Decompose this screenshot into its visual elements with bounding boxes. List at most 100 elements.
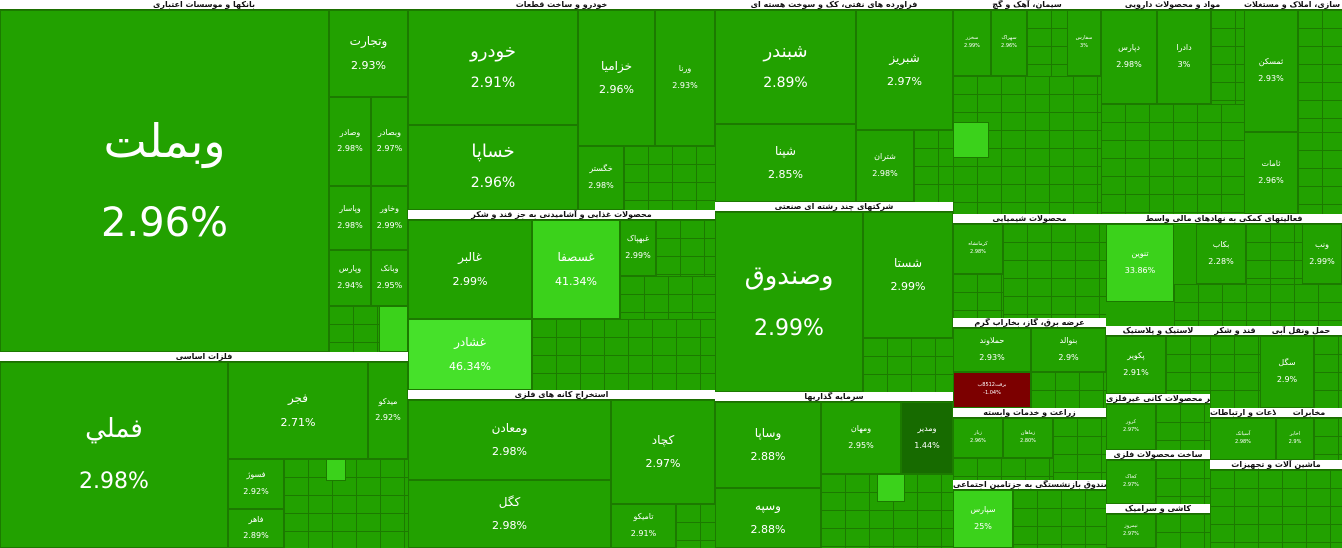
tile-vparsian[interactable]: وپارس 2.94% <box>329 250 371 306</box>
tile-ghalbor[interactable]: غالبر 2.99% <box>408 220 532 319</box>
tile-kermanshah[interactable]: کرمانشاه 2.98% <box>953 224 1003 274</box>
tile-tnovin[interactable]: تنوین 33.86% <box>1106 224 1174 302</box>
tile-small-metals-highlight[interactable] <box>326 459 346 481</box>
tile-sefars[interactable]: سفارس 3% <box>1067 10 1101 76</box>
tile-pakur[interactable]: پکویر 2.91% <box>1106 336 1166 394</box>
tile-name: ومهان <box>850 424 872 434</box>
tile-name: فملي <box>85 414 143 445</box>
sector-pharma: مواد و محصولات دارویی دپارس 2.98% دادرا … <box>1101 0 1244 214</box>
tile-bamvad[interactable]: بنوالد 2.9% <box>1031 328 1106 372</box>
tile-change: 2.80% <box>1020 438 1036 445</box>
sector-agri: زراعت و خدمات وابسته زبار 2.96% زماهان 2… <box>953 408 1106 480</box>
tile-spars[interactable]: سپارس 25% <box>953 490 1013 548</box>
tile-name: دپارس <box>1118 43 1140 53</box>
tile-khsapa[interactable]: خساپا 2.96% <box>408 125 578 210</box>
tile-name: سپارس <box>970 505 996 515</box>
tile-kerevr[interactable]: کرور 2.97% <box>1106 404 1156 450</box>
small-tiles-mass-2 <box>1298 132 1342 214</box>
tile-change: 2.28% <box>1208 256 1234 266</box>
tile-vsina[interactable]: وبصادر 2.97% <box>371 97 408 186</box>
tile-tamat[interactable]: ثامات 2.96% <box>1244 132 1298 214</box>
sector-title-finance: فعالیتهای کمکی به نهادهای مالی واسط <box>1106 214 1342 224</box>
tile-name: اخابر <box>1289 431 1301 438</box>
tile-hamlagh[interactable]: حملاوند 2.93% <box>953 328 1031 372</box>
tile-sharak[interactable]: سهراک 2.96% <box>991 10 1027 76</box>
tile-shetran[interactable]: شتران 2.98% <box>856 130 914 202</box>
tile-vtejarat[interactable]: وتجارت 2.93% <box>329 10 408 97</box>
tile-small-cement-highlight[interactable] <box>953 122 989 158</box>
tile-shpna[interactable]: شپنا 2.85% <box>715 124 856 202</box>
tile-tamiko[interactable]: تامیکو 2.91% <box>611 504 676 548</box>
tile-name: خساپا <box>471 141 515 163</box>
tile-vbank2[interactable]: وبانک 2.95% <box>371 250 408 306</box>
tile-name: غالبر <box>458 250 482 265</box>
tile-vmadan[interactable]: ومعادن 2.98% <box>408 400 611 480</box>
tile-kegol[interactable]: کگل 2.98% <box>408 480 611 548</box>
tile-tmaskan[interactable]: ثمسکن 2.93% <box>1244 10 1298 132</box>
tile-kekhaak[interactable]: کخاک 2.97% <box>1106 460 1156 504</box>
tile-zmahan[interactable]: زماهان 2.80% <box>1003 418 1053 458</box>
tile-small-invest-highlight[interactable] <box>877 474 905 502</box>
tile-vrena[interactable]: ورنا 2.93% <box>655 10 715 146</box>
tile-fkhaver[interactable]: فاهر 2.89% <box>228 509 284 548</box>
tile-name: وخاور <box>380 204 399 214</box>
tile-sagol[interactable]: سگل 2.9% <box>1260 336 1314 408</box>
tile-change: 25% <box>974 521 992 531</box>
tile-vsaderat[interactable]: وصادر 2.98% <box>329 97 371 186</box>
tile-nimrooz[interactable]: نیمروز 2.97% <box>1106 514 1156 548</box>
tile-akhabar[interactable]: اخابر 2.9% <box>1276 418 1314 460</box>
sector-title-ship: حمل ونقل آبی <box>1260 326 1342 336</box>
tile-vpasar[interactable]: وپاسار 2.98% <box>329 186 371 250</box>
sector-utility: عرضه برق، گاز، بخاراب گرم حملاوند 2.93% … <box>953 318 1106 408</box>
small-tiles-food <box>656 220 715 276</box>
tile-bakabt[interactable]: بکاب 2.28% <box>1196 224 1246 284</box>
tile-vmadir[interactable]: ومدیر 1.44% <box>901 402 953 474</box>
tile-name: وپاسار <box>339 204 361 214</box>
tile-name: دادرا <box>1176 43 1192 53</box>
sector-nonmetal: سایر محصولات کانی غیرفلزی کرور 2.97% <box>1106 394 1210 450</box>
tile-name: خودرو <box>470 41 516 63</box>
tile-barkat[interactable]: برقت8512ب -1.04% <box>953 372 1031 408</box>
tile-sekhzar[interactable]: سخزر 2.99% <box>953 10 991 76</box>
tile-dadra[interactable]: دادرا 3% <box>1157 10 1211 104</box>
tile-shabandar[interactable]: شبندر 2.89% <box>715 10 856 124</box>
tile-dpars[interactable]: دپارس 2.98% <box>1101 10 1157 104</box>
tile-folad[interactable]: فملي 2.98% <box>0 362 228 548</box>
tile-change: 2.9% <box>1058 352 1079 362</box>
tile-shasta[interactable]: شستا 2.99% <box>863 212 953 338</box>
tile-change: 46.34% <box>449 359 491 373</box>
tile-vbmellat[interactable]: وبملت 2.96% <box>0 10 329 352</box>
tile-vmahan[interactable]: ومهان 2.95% <box>821 402 901 474</box>
tile-vnb[interactable]: ونب 2.99% <box>1302 224 1342 284</box>
tile-ghbehpak[interactable]: غبهپاک 2.99% <box>620 220 656 276</box>
tile-vsebe[interactable]: وسپه 2.88% <box>715 488 821 548</box>
tile-ghshadar[interactable]: غشادر 46.34% <box>408 319 532 390</box>
tile-khgostar[interactable]: خگستر 2.98% <box>578 146 624 210</box>
tile-change: 2.96% <box>1258 175 1284 185</box>
small-tiles-refinery <box>914 130 953 202</box>
tile-mibdko[interactable]: میدکو 2.92% <box>368 362 408 459</box>
tile-khodro[interactable]: خودرو 2.91% <box>408 10 578 125</box>
tile-fsoroj[interactable]: فسوژ 2.92% <box>228 459 284 509</box>
tile-vsapa[interactable]: وساپا 2.88% <box>715 402 821 488</box>
tile-shabriz[interactable]: شبریز 2.97% <box>856 10 953 130</box>
tile-small-banks-highlight[interactable] <box>379 306 408 352</box>
tile-name: سخزر <box>965 35 979 42</box>
tile-ghasfa[interactable]: غسصفا 41.34% <box>532 220 620 319</box>
sector-food: محصولات غذایی و آشامیدنی به جز قند و شکر… <box>408 210 715 390</box>
small-tiles-metals <box>284 459 408 548</box>
tile-asiya[interactable]: آسیاتک 2.98% <box>1210 418 1276 460</box>
tile-vkhavar[interactable]: وخاور 2.99% <box>371 186 408 250</box>
tile-name: فجر <box>287 391 309 406</box>
small-tiles-rubber <box>1166 336 1210 394</box>
tile-name: برقت8512ب <box>977 382 1007 389</box>
tile-vsandogh[interactable]: وصندوق 2.99% <box>715 212 863 392</box>
tile-name: آسیاتک <box>1235 431 1251 438</box>
tile-change: 2.99% <box>890 280 926 294</box>
tile-fajr[interactable]: فجر 2.71% <box>228 362 368 459</box>
tile-change: 2.9% <box>1276 374 1298 384</box>
tile-zobar[interactable]: زبار 2.96% <box>953 418 1003 458</box>
tile-kechad[interactable]: کچاد 2.97% <box>611 400 715 504</box>
tile-khzamia[interactable]: خزامیا 2.96% <box>578 10 655 146</box>
